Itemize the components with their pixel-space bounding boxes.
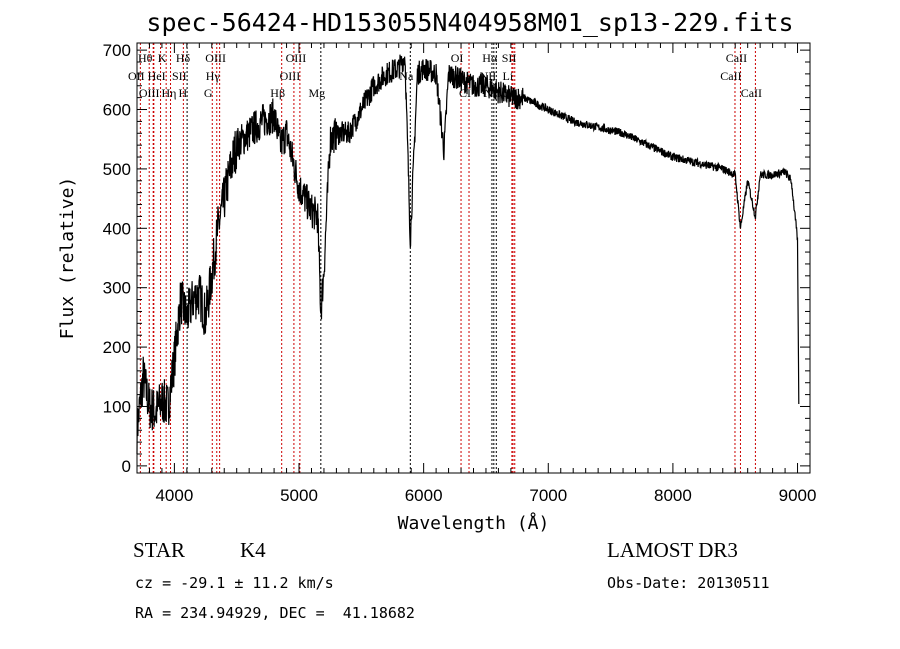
survey-name: LAMOST DR3	[607, 538, 738, 562]
x-tick-label: 4000	[155, 486, 193, 505]
y-tick-label: 700	[103, 41, 131, 60]
y-tick-label: 0	[122, 457, 131, 476]
spectral-line-label: G	[204, 86, 213, 100]
spectral-line-label: OII	[128, 69, 145, 83]
spectral-line-label: Na	[399, 69, 414, 83]
spectral-line-label: Hβ	[270, 86, 285, 100]
y-tick-label: 600	[103, 101, 131, 120]
spectral-line-label: Hη	[162, 86, 177, 100]
object-subclass: K4	[240, 538, 266, 562]
spectral-line-label: OIII	[139, 86, 160, 100]
spectral-line-label: SII	[172, 69, 187, 83]
spectral-line-label: OIII	[286, 51, 307, 65]
spectral-line-label: CaII	[720, 69, 741, 83]
y-tick-label: 400	[103, 219, 131, 238]
spectral-line-label: Hα	[482, 51, 498, 65]
ra-dec-text: RA = 234.94929, DEC = 41.18682	[135, 604, 415, 622]
y-axis-label: Flux (relative)	[57, 177, 78, 340]
y-tick-label: 300	[103, 279, 131, 298]
x-tick-label: 9000	[779, 486, 817, 505]
redshift-text: cz = -29.1 ± 11.2 km/s	[135, 574, 334, 592]
spectral-line-label: Hδ	[176, 51, 191, 65]
spectral-line-label: H	[179, 86, 188, 100]
chart-title: spec-56424-HD153055N404958M01_sp13-229.f…	[146, 8, 794, 37]
x-axis-label: Wavelength (Å)	[398, 512, 550, 534]
y-tick-label: 200	[103, 338, 131, 357]
x-tick-label: 5000	[280, 486, 318, 505]
plot-frame	[136, 42, 811, 474]
spectral-line-label: Hθ	[138, 51, 153, 65]
spectrum-line	[136, 54, 800, 455]
y-tick-label: 100	[103, 397, 131, 416]
x-tick-label: 8000	[654, 486, 692, 505]
y-tick-label: 500	[103, 160, 131, 179]
spectral-line-label: OIII	[280, 69, 301, 83]
spectral-line-label: SII	[502, 51, 517, 65]
x-tick-label: 6000	[405, 486, 443, 505]
spectral-line-label: Hγ	[206, 69, 221, 83]
spectral-line-label: CaII	[741, 86, 762, 100]
spectral-line-label: HeI	[148, 69, 166, 83]
spectral-line-label: OI	[451, 51, 464, 65]
x-tick-label: 7000	[529, 486, 567, 505]
spectral-line-label: K	[158, 51, 167, 65]
spectral-line-label: CaII	[726, 51, 747, 65]
spectral-line-label: Mg	[309, 86, 326, 100]
spectral-line-label: OIII	[205, 51, 226, 65]
obs-date: Obs-Date: 20130511	[607, 574, 770, 592]
spectral-line-label: Li	[503, 69, 514, 83]
object-class: STAR	[133, 538, 185, 562]
